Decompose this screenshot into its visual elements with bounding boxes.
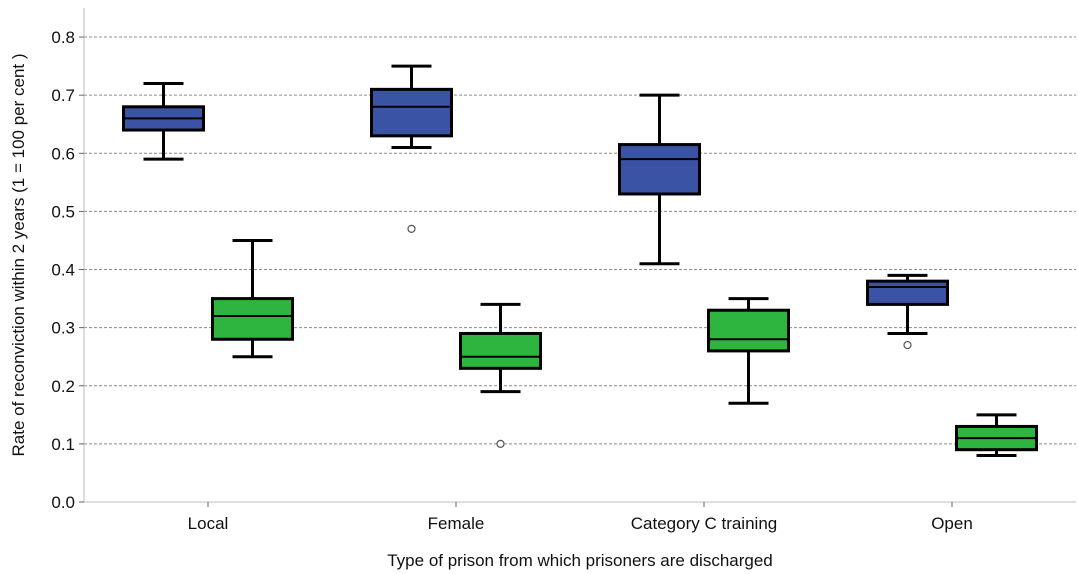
x-axis-title: Type of prison from which prisoners are … [387,551,773,570]
x-tick-label: Category C training [631,514,777,533]
box-1-female [370,64,453,233]
box-iqr [459,331,542,370]
outlier-point [496,439,505,448]
box-iqr [211,297,294,341]
y-tick-label: 0.4 [51,261,75,280]
x-axis: Local Female Category C training Open [84,501,1076,533]
outlier-point [903,340,912,350]
box-iqr [370,87,453,138]
box-2-open [955,413,1038,458]
x-tick-label: Local [188,514,229,533]
outlier-point [407,224,416,233]
box-2-female [459,302,542,448]
y-tick-label: 0.0 [51,493,75,512]
box-1-category-c-training [618,93,701,266]
y-axis: 0.0 0.1 0.2 0.3 0.4 0.5 0.6 0.7 0.8 [51,8,85,512]
x-tick-label: Open [931,514,973,533]
x-tick-label: Female [428,514,485,533]
box-iqr [707,308,790,353]
y-tick-label: 0.5 [51,202,75,221]
y-tick-label: 0.7 [51,86,75,105]
box-2-local [211,238,294,359]
y-tick-label: 0.6 [51,144,75,163]
y-tick-label: 0.3 [51,319,75,338]
box-iqr [866,279,949,306]
box-iqr [618,143,701,196]
y-tick-label: 0.8 [51,28,75,47]
box-1-local [122,82,205,161]
y-tick-label: 0.1 [51,435,75,454]
y-axis-title: Rate of reconviction within 2 years (1 =… [9,53,28,456]
y-tick-label: 0.2 [51,377,75,396]
box-series [122,64,1038,458]
box-1-open [866,273,949,350]
box-2-category-c-training [707,297,790,405]
